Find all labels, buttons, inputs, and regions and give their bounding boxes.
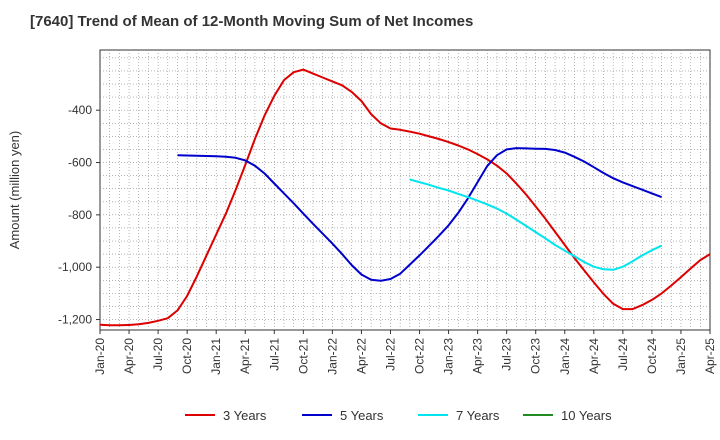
y-tick-label: -800 bbox=[68, 208, 92, 222]
y-tick-label: -600 bbox=[68, 156, 92, 170]
legend-label: 7 Years bbox=[456, 408, 500, 423]
y-axis-ticks: -1,200 -1,000 -800 -600 -400 bbox=[58, 103, 100, 327]
x-tick-label: Jul-24 bbox=[616, 338, 630, 371]
x-tick-label: Oct-24 bbox=[645, 338, 659, 374]
x-tick-label: Jul-21 bbox=[267, 338, 281, 371]
x-tick-label: Apr-25 bbox=[703, 338, 717, 374]
x-tick-label: Apr-22 bbox=[354, 338, 368, 374]
x-tick-label: Oct-23 bbox=[529, 338, 543, 374]
x-tick-label: Jan-25 bbox=[674, 338, 688, 375]
x-tick-label: Apr-24 bbox=[587, 338, 601, 374]
series-line-5-years bbox=[177, 147, 662, 282]
y-axis-title: Amount (million yen) bbox=[7, 131, 22, 250]
x-tick-label: Oct-21 bbox=[296, 338, 310, 374]
x-tick-label: Jan-20 bbox=[93, 338, 107, 375]
legend-label: 10 Years bbox=[561, 408, 612, 423]
x-tick-label: Jan-23 bbox=[442, 338, 456, 375]
y-tick-label: -400 bbox=[68, 103, 92, 117]
x-tick-label: Jul-20 bbox=[151, 338, 165, 371]
chart-title: [7640] Trend of Mean of 12-Month Moving … bbox=[30, 13, 474, 30]
series-line-7-years bbox=[409, 178, 663, 271]
legend-label: 3 Years bbox=[223, 408, 267, 423]
x-axis-ticks: Jan-20 Apr-20 Jul-20 Oct-20 Jan-21 Apr-21 Jul-… bbox=[93, 330, 717, 375]
x-tick-label: Apr-21 bbox=[238, 338, 252, 374]
plot-area bbox=[99, 49, 711, 331]
y-tick-label: -1,200 bbox=[58, 313, 92, 327]
series-layer bbox=[99, 68, 711, 327]
legend: 3 Years 5 Years 7 Years 10 Years bbox=[185, 408, 612, 423]
x-tick-label: Apr-20 bbox=[122, 338, 136, 374]
x-tick-label: Jul-23 bbox=[500, 338, 514, 371]
x-tick-label: Jan-21 bbox=[209, 338, 223, 375]
x-tick-label: Jan-22 bbox=[325, 338, 339, 375]
x-tick-label: Apr-23 bbox=[471, 338, 485, 374]
x-tick-label: Oct-20 bbox=[180, 338, 194, 374]
x-tick-label: Jan-24 bbox=[558, 338, 572, 375]
x-tick-label: Oct-22 bbox=[413, 338, 427, 374]
x-tick-label: Jul-22 bbox=[383, 338, 397, 371]
series-line-3-years bbox=[99, 68, 711, 327]
legend-label: 5 Years bbox=[340, 408, 384, 423]
y-tick-label: -1,000 bbox=[58, 260, 92, 274]
